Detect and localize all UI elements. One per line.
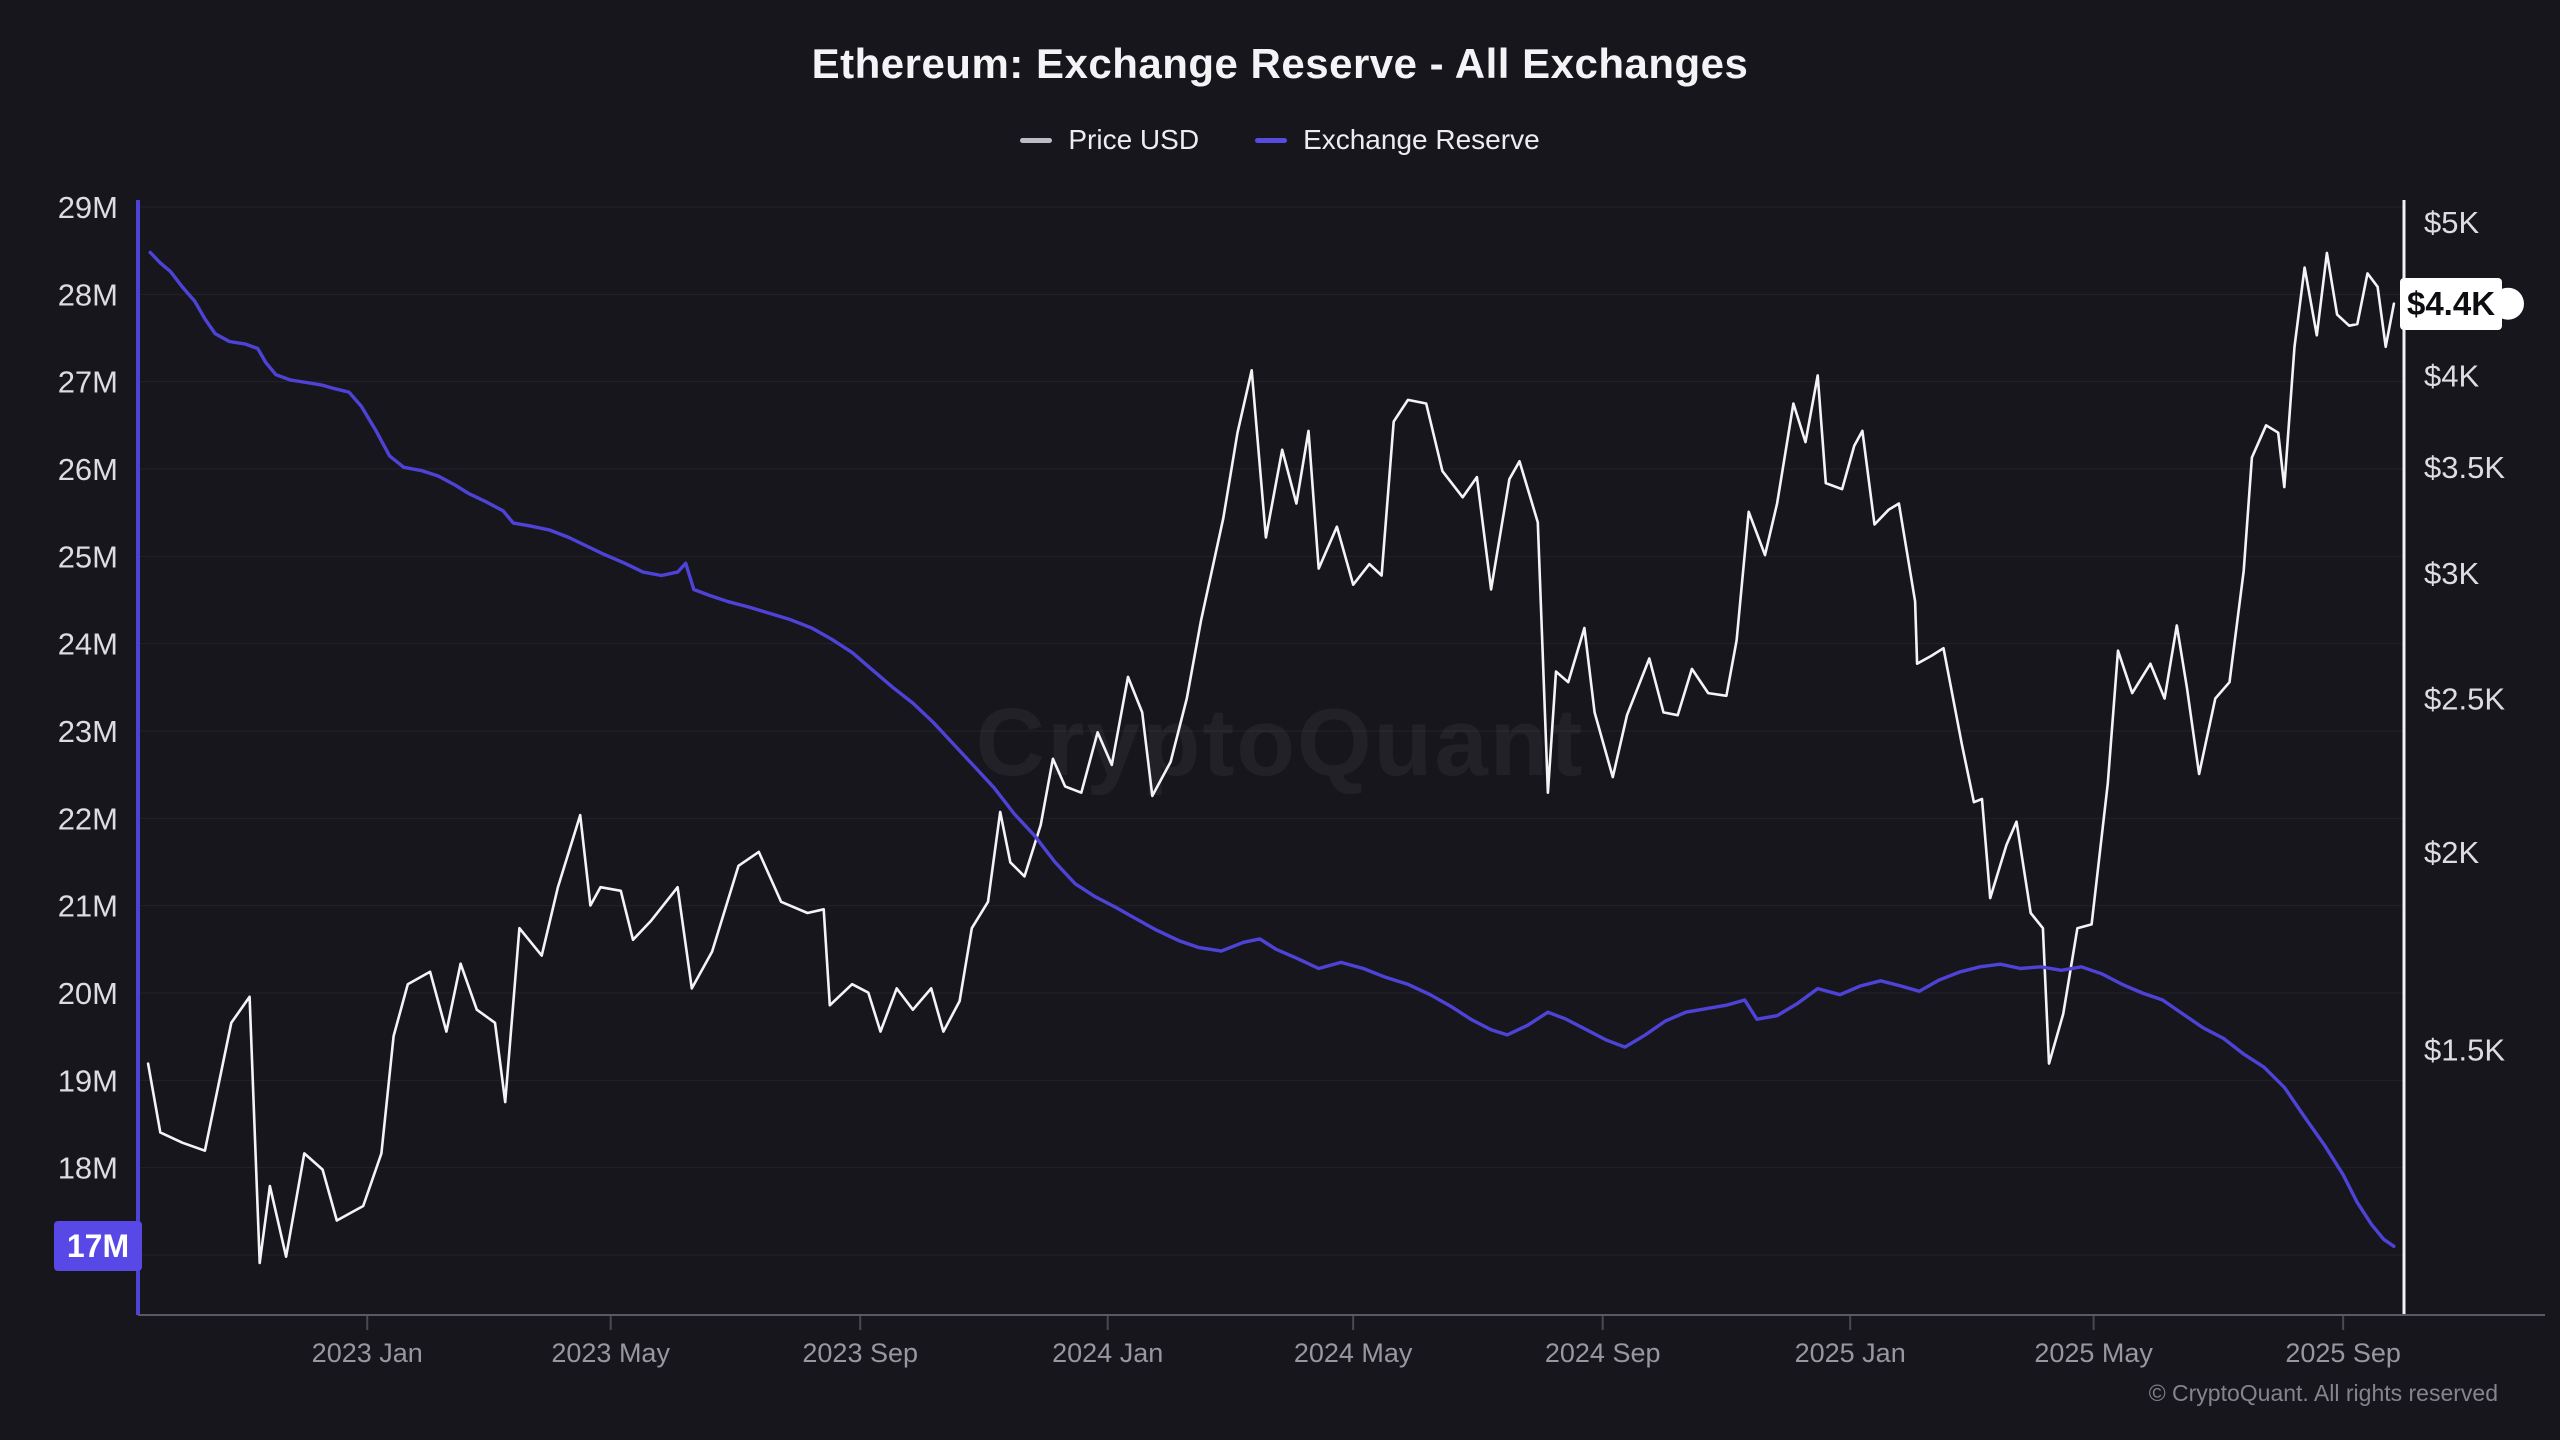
x-axis-label: 2025 Sep — [2285, 1338, 2401, 1368]
left-axis-tick-25M: 25M — [58, 539, 118, 574]
left-axis-tick-23M: 23M — [58, 714, 118, 749]
legend: Price USD Exchange Reserve — [0, 124, 2560, 156]
copyright-footer: © CryptoQuant. All rights reserved — [2148, 1380, 2498, 1406]
left-axis-tick-20M: 20M — [58, 976, 118, 1011]
x-axis-label: 2025 May — [2034, 1338, 2153, 1368]
price-usd-legend-swatch — [1020, 137, 1053, 143]
right-axis-tick-4K: $4K — [2424, 358, 2479, 393]
x-axis-label: 2023 Sep — [802, 1338, 918, 1368]
x-axis-label: 2023 Jan — [312, 1338, 423, 1368]
right-axis-tick-3K: $3K — [2424, 556, 2479, 591]
left-axis-tick-21M: 21M — [58, 889, 118, 924]
legend-item-exchange-reserve[interactable]: Exchange Reserve — [1255, 124, 1540, 156]
x-axis-label: 2025 Jan — [1795, 1338, 1906, 1368]
left-axis-tick-27M: 27M — [58, 365, 118, 400]
right-axis-tick-3.5K: $3.5K — [2424, 450, 2505, 485]
chart-title: Ethereum: Exchange Reserve - All Exchang… — [811, 40, 1749, 87]
x-axis-label: 2023 May — [551, 1338, 670, 1368]
x-axis-label: 2024 May — [1294, 1338, 1413, 1368]
price-usd-line[interactable] — [146, 251, 2396, 1265]
exchange-reserve-legend-swatch — [1255, 137, 1288, 143]
legend-item-price-usd[interactable]: Price USD — [1020, 124, 1199, 156]
x-axis-label: 2024 Jan — [1052, 1338, 1163, 1368]
left-axis-tick-19M: 19M — [58, 1063, 118, 1098]
price-current-value-badge: $4.4K — [2400, 277, 2502, 330]
right-axis-tick-1.5K: $1.5K — [2424, 1033, 2505, 1068]
exchange-reserve-line[interactable] — [148, 250, 2396, 1249]
left-axis-tick-24M: 24M — [58, 627, 118, 662]
price-usd-legend-label: Price USD — [1068, 124, 1200, 155]
left-axis-tick-28M: 28M — [58, 277, 118, 312]
right-axis-tick-2.5K: $2.5K — [2424, 682, 2505, 717]
reserve-current-value-badge: 17M — [54, 1221, 142, 1272]
left-axis-tick-22M: 22M — [58, 801, 118, 836]
left-axis-tick-29M: 29M — [58, 190, 118, 225]
exchange-reserve-legend-label: Exchange Reserve — [1303, 124, 1540, 155]
right-axis-tick-2K: $2K — [2424, 835, 2479, 870]
right-axis-tick-5K: $5K — [2424, 205, 2479, 240]
left-axis-tick-18M: 18M — [58, 1151, 118, 1186]
left-axis-tick-26M: 26M — [58, 452, 118, 487]
x-axis-label: 2024 Sep — [1545, 1338, 1661, 1368]
